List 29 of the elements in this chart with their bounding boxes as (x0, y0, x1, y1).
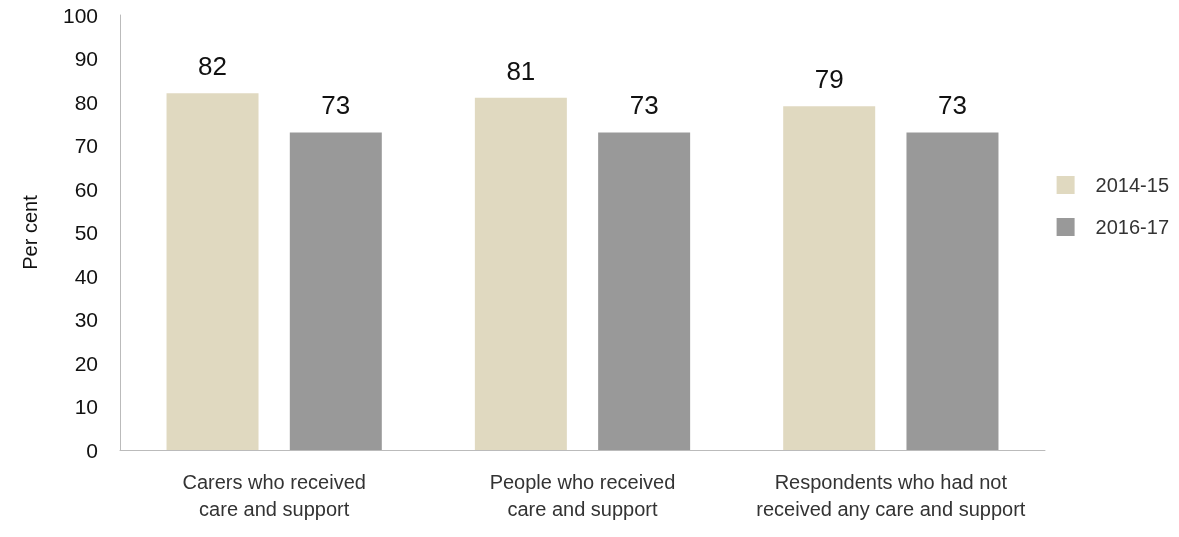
y-axis-title: Per cent (19, 194, 41, 270)
data-label: 73 (629, 90, 659, 121)
bar (598, 132, 691, 450)
y-tick-label: 20 (74, 351, 98, 375)
x-tick-label: People who received care and support (489, 470, 676, 520)
y-tick-label: 0 (86, 438, 98, 462)
data-label: 79 (814, 64, 844, 95)
data-label: 81 (506, 55, 536, 86)
y-tick-label: 10 (74, 395, 98, 418)
y-tick-label: 40 (74, 264, 98, 288)
y-tick-label: 80 (74, 90, 98, 114)
y-tick-label: 60 (74, 177, 98, 201)
bar (783, 106, 876, 450)
data-label: 73 (321, 90, 351, 121)
x-tick-label: Carers who received care and support (182, 470, 366, 520)
y-tick-label: 70 (74, 134, 98, 157)
y-tick-label: 90 (74, 47, 98, 70)
bar (474, 97, 567, 450)
bar (289, 132, 382, 450)
y-tick-label: 30 (74, 308, 98, 331)
legend-label: 2016-17 (1095, 216, 1170, 238)
y-tick-label: 50 (74, 221, 98, 244)
data-label: 73 (938, 90, 967, 121)
bar (906, 132, 999, 450)
bar (166, 93, 259, 450)
y-tick-label: 100 (62, 3, 98, 27)
x-tick-label: Respondents who had not received any care and support (756, 470, 1026, 520)
legend-label: 2014-15 (1095, 174, 1170, 196)
data-label: 82 (198, 51, 227, 82)
